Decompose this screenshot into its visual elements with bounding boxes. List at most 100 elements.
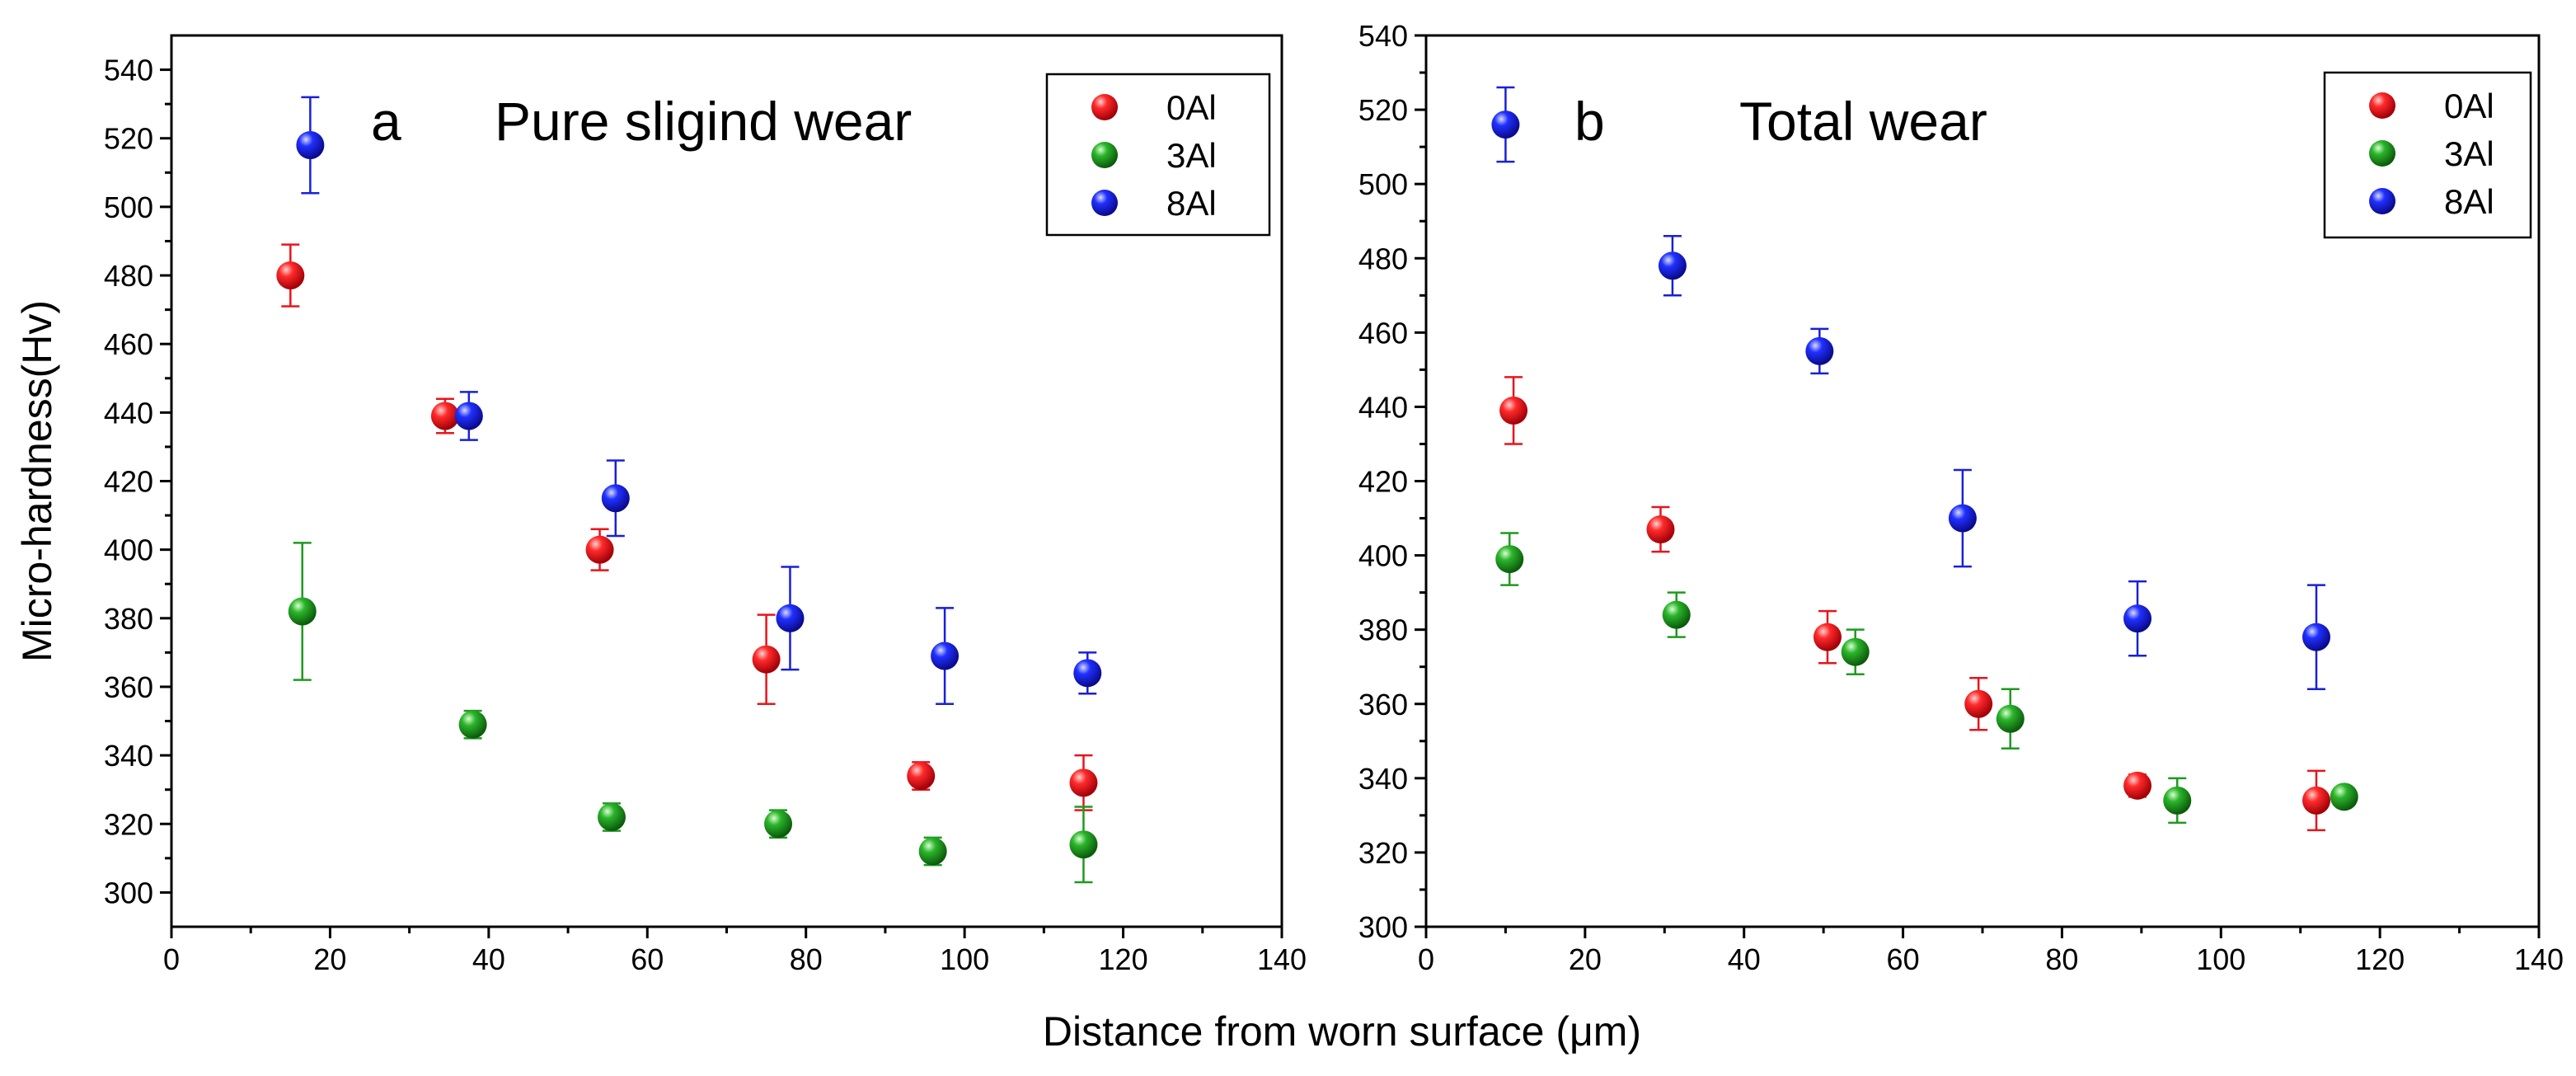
y-tick-label: 380 [104, 602, 153, 636]
series-8Al [1491, 86, 2330, 690]
x-tick-label: 80 [2045, 942, 2078, 976]
y-tick-label: 340 [1358, 762, 1408, 796]
data-point [1646, 515, 1675, 544]
y-tick-label: 540 [1358, 19, 1408, 53]
legend-label: 8Al [1166, 184, 1217, 223]
y-tick-label: 420 [1358, 465, 1408, 499]
data-point [597, 802, 626, 831]
legend-label: 8Al [2444, 182, 2494, 221]
data-point [1495, 545, 1524, 574]
data-point [1996, 704, 2025, 733]
data-point [1841, 637, 1870, 666]
legend-label: 3Al [1166, 136, 1217, 175]
y-tick-label: 500 [1358, 167, 1408, 201]
series-0Al [276, 243, 1098, 811]
data-point [2163, 786, 2192, 815]
y-tick-label: 380 [1358, 613, 1408, 647]
data-point [1813, 623, 1842, 651]
x-tick-label: 20 [313, 942, 346, 976]
data-point [1491, 110, 1520, 139]
y-tick-label: 340 [104, 739, 153, 773]
legend: 0Al 3Al 8Al [1045, 73, 1271, 237]
x-tick-label: 120 [2355, 942, 2405, 976]
y-tick-label: 300 [104, 876, 153, 909]
data-point [2123, 604, 2152, 633]
x-tick-label: 100 [940, 942, 989, 976]
y-tick-label: 320 [104, 807, 153, 841]
y-tick-label: 460 [104, 327, 153, 361]
x-tick-label: 0 [1418, 942, 1434, 976]
chart-panel-b: 0 20 40 60 80 100 120 140 300 320 340 360 380 400 420 4… [1358, 19, 2564, 976]
data-point [585, 535, 614, 564]
data-point [2302, 623, 2330, 651]
legend-marker [1091, 190, 1118, 216]
legend-label: 0Al [1166, 88, 1217, 127]
y-tick-label: 300 [1358, 910, 1408, 944]
data-point [1499, 396, 1528, 425]
data-point [1073, 659, 1102, 688]
data-point [288, 597, 317, 626]
data-point [276, 261, 305, 290]
y-axis-title: Micro-hardness(Hv) [14, 300, 60, 662]
y-tick-label: 440 [1358, 390, 1408, 424]
x-tick-label: 60 [631, 942, 664, 976]
data-point [918, 837, 947, 866]
y-tick-label: 520 [1358, 93, 1408, 127]
x-tick-label: 140 [2514, 942, 2564, 976]
y-tick-label: 400 [1358, 539, 1408, 573]
series-3Al [288, 542, 1098, 884]
data-point [776, 604, 805, 632]
data-point [1069, 768, 1098, 797]
shared-x-axis-title: Distance from worn surface (μm) [1043, 1008, 1641, 1055]
x-tick-label: 0 [163, 942, 180, 976]
x-tick-label: 60 [1887, 942, 1920, 976]
legend-marker [2369, 92, 2395, 119]
data-point [931, 641, 960, 670]
x-tick-label: 40 [472, 942, 505, 976]
panel-title: Total wear [1739, 91, 1987, 152]
legend: 0Al 3Al 8Al [2323, 71, 2532, 239]
panel-title: Pure sligind wear [495, 91, 912, 152]
legend-marker [2369, 188, 2395, 214]
y-tick-label: 360 [104, 670, 153, 704]
panel-letter: b [1574, 91, 1605, 152]
data-point [907, 762, 936, 791]
y-tick-label: 420 [104, 465, 153, 499]
data-point [454, 402, 483, 430]
data-point [1805, 336, 1834, 365]
series-0Al [1499, 376, 2330, 832]
legend-marker [1091, 142, 1118, 168]
data-point [430, 402, 459, 430]
y-tick-label: 500 [104, 190, 153, 224]
y-tick-label: 480 [1358, 242, 1408, 275]
panel-letter: a [371, 91, 401, 152]
chart-panel-a: 0 20 40 60 80 100 120 140 300 320 340 360 380 400 420 4… [14, 34, 1307, 976]
x-tick-label: 20 [1569, 942, 1602, 976]
y-tick-label: 540 [104, 54, 153, 87]
data-point [601, 484, 630, 513]
y-tick-label: 440 [104, 396, 153, 430]
y-tick-label: 520 [104, 122, 153, 156]
series-3Al [1495, 532, 2358, 825]
legend-box [2323, 71, 2532, 239]
legend-marker [1091, 94, 1118, 120]
data-point [458, 710, 487, 739]
data-point [296, 131, 325, 160]
data-point [2123, 771, 2152, 800]
x-tick-label: 120 [1099, 942, 1148, 976]
x-tick-label: 80 [790, 942, 823, 976]
series-8Al [296, 96, 1102, 705]
legend-marker [2369, 140, 2395, 167]
x-tick-label: 140 [1257, 942, 1307, 976]
legend-box [1045, 73, 1271, 237]
y-tick-label: 400 [104, 533, 153, 567]
y-tick-label: 360 [1358, 688, 1408, 721]
data-point [1948, 504, 1977, 533]
legend-label: 0Al [2444, 87, 2494, 125]
y-tick-label: 460 [1358, 316, 1408, 350]
data-point [1964, 689, 1993, 718]
data-point [2330, 782, 2358, 811]
data-point [1658, 251, 1687, 280]
